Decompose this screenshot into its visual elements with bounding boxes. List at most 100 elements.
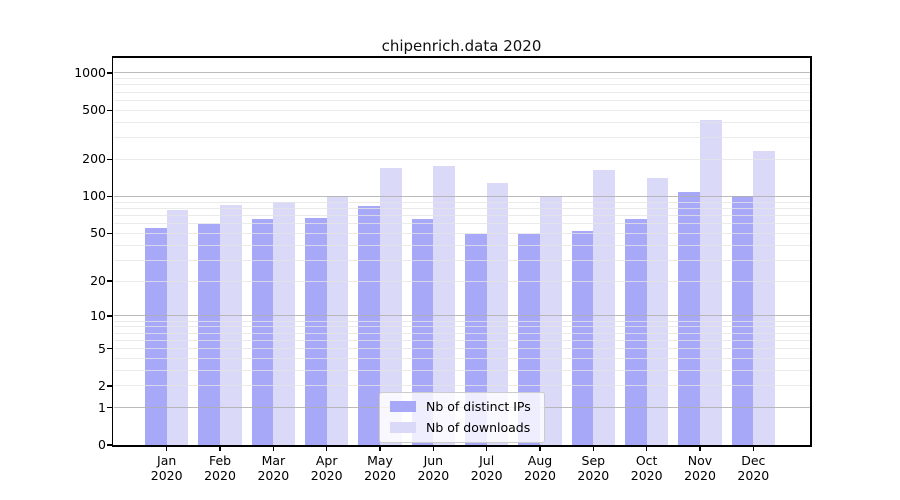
x-tick-mar (272, 446, 275, 452)
x-label-month: Jun (423, 452, 444, 468)
y-axis-label-2: 2 (98, 377, 106, 393)
minor-gridline-300 (114, 137, 810, 139)
y-tick-5 (107, 347, 112, 350)
major-gridline-1000 (114, 72, 810, 74)
y-tick-500 (107, 109, 112, 111)
bar-distinct-ips-feb (198, 223, 221, 445)
y-tick-50 (107, 232, 112, 234)
minor-gridline-90 (114, 201, 810, 203)
minor-gridline-40 (114, 244, 810, 246)
minor-gridline-9 (114, 320, 810, 322)
legend: Nb of distinct IPs Nb of downloads (379, 392, 545, 443)
minor-gridline-700 (114, 91, 810, 93)
bar-distinct-ips-sep (571, 231, 594, 445)
x-axis-label-apr: Apr 2020 (299, 453, 355, 483)
x-label-month: Aug (527, 452, 553, 468)
bar-distinct-ips-jun (411, 219, 434, 445)
bar-downloads-dec (753, 150, 776, 445)
x-label-month: Oct (635, 452, 658, 468)
x-axis-label-nov: Nov 2020 (672, 453, 728, 483)
y-axis-label-0: 0 (98, 437, 106, 452)
x-axis-label-feb: Feb 2020 (192, 453, 248, 483)
y-tick-200 (107, 158, 112, 161)
minor-gridline-800 (114, 84, 810, 86)
legend-swatch-downloads (390, 422, 416, 433)
x-tick-jan (166, 446, 168, 452)
x-tick-jul (485, 446, 488, 452)
y-axis-label-1000: 1000 (74, 64, 106, 80)
bar-downloads-nov (700, 120, 722, 445)
x-label-year: 2020 (577, 467, 610, 483)
minor-gridline-80 (114, 207, 810, 209)
minor-gridline-4 (114, 357, 810, 359)
bar-downloads-may (380, 168, 402, 445)
x-axis-label-may: May 2020 (352, 453, 408, 483)
major-gridline-100 (114, 195, 810, 197)
bar-downloads-jun (433, 165, 456, 445)
bar-downloads-mar (273, 202, 296, 445)
minor-gridline-900 (114, 78, 810, 80)
x-tick-may (379, 446, 381, 452)
x-tick-apr (325, 446, 328, 452)
x-tick-aug (539, 446, 541, 452)
x-tick-dec (752, 446, 755, 452)
x-axis-label-aug: Aug 2020 (512, 453, 568, 483)
legend-swatch-distinct-ips (390, 401, 416, 412)
y-tick-100 (107, 195, 112, 198)
x-axis-label-oct: Oct 2020 (619, 453, 675, 483)
x-label-month: Nov (687, 452, 713, 468)
x-axis-label-jan: Jan 2020 (139, 453, 195, 483)
minor-gridline-70 (114, 214, 810, 216)
x-label-year: 2020 (417, 467, 450, 483)
x-axis-label-dec: Dec 2020 (725, 453, 781, 483)
bar-distinct-ips-nov (678, 192, 700, 445)
bar-distinct-ips-apr (304, 217, 327, 445)
y-axis-label-100: 100 (82, 188, 106, 204)
x-tick-oct (645, 446, 648, 452)
chart-title: chipenrich.data 2020 (381, 37, 542, 55)
x-tick-feb (219, 446, 221, 452)
y-tick-1 (107, 406, 112, 409)
x-axis-label-jun: Jun 2020 (405, 453, 461, 483)
x-label-month: Jan (157, 452, 177, 468)
legend-entry-downloads: Nb of downloads (390, 420, 534, 435)
minor-gridline-500 (114, 109, 810, 111)
y-axis-label-500: 500 (82, 102, 106, 118)
minor-gridline-8 (114, 326, 810, 328)
y-tick-0 (107, 444, 112, 446)
minor-gridline-2 (114, 385, 810, 387)
minor-gridline-20 (114, 280, 810, 282)
x-label-month: May (367, 452, 393, 468)
minor-gridline-50 (114, 232, 810, 234)
x-label-year: 2020 (310, 467, 343, 483)
right-spine (810, 56, 812, 447)
x-axis-label-jul: Jul 2020 (459, 453, 515, 483)
legend-label-distinct-ips: Nb of distinct IPs (426, 399, 531, 414)
minor-gridline-3 (114, 369, 810, 371)
x-label-month: Apr (315, 452, 338, 468)
x-label-month: Mar (261, 452, 286, 468)
y-axis-label-5: 5 (98, 340, 106, 356)
minor-gridline-5 (114, 348, 810, 349)
x-label-month: Feb (208, 452, 232, 468)
top-spine (111, 56, 812, 58)
minor-gridline-400 (114, 121, 810, 123)
x-label-year: 2020 (364, 467, 396, 483)
y-tick-1000 (107, 72, 112, 74)
x-label-year: 2020 (204, 467, 236, 483)
y-tick-20 (107, 280, 112, 282)
x-label-year: 2020 (470, 467, 503, 483)
x-label-month: Sep (581, 452, 606, 468)
x-tick-nov (699, 446, 701, 452)
bar-distinct-ips-mar (251, 219, 274, 445)
minor-gridline-600 (114, 99, 810, 101)
major-gridline-10 (114, 315, 810, 317)
x-label-month: Jul (479, 452, 495, 468)
y-axis-label-20: 20 (90, 273, 106, 289)
x-label-month: Dec (741, 452, 766, 468)
bottom-spine (111, 445, 812, 447)
